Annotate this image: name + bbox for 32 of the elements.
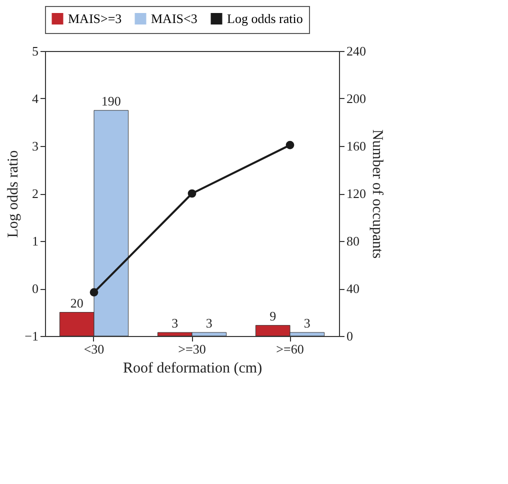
y-tick-label: 4 — [32, 91, 39, 106]
x-tick-label: >=30 — [178, 342, 206, 356]
point — [90, 288, 98, 296]
legend-label: MAIS<3 — [151, 10, 198, 26]
x-tick-label: >=60 — [276, 342, 304, 356]
y-tick-label: 5 — [32, 44, 38, 58]
y-tick-label: 1 — [32, 234, 38, 248]
y-tick-label: 3 — [32, 138, 38, 154]
point — [188, 189, 196, 198]
y-axis-title: Log odds ratio — [6, 150, 22, 238]
data-label: 3 — [172, 315, 178, 330]
y2-tick-label: 80 — [346, 234, 360, 248]
y2-tick-label: 40 — [346, 281, 360, 296]
point — [286, 140, 294, 150]
x-tick-label: <30 — [84, 342, 104, 356]
y2-tick-label: 0 — [346, 328, 353, 344]
y-tick-label: 2 — [32, 186, 38, 201]
y-tick-label: −1 — [24, 328, 38, 344]
y2-tick-label: 120 — [346, 186, 366, 201]
data-label: 20 — [70, 295, 84, 310]
x-axis-title: Roof deformation (cm) — [122, 360, 262, 376]
y2-axis-title: Number of occupants — [369, 129, 385, 259]
data-label: 3 — [304, 315, 310, 330]
y2-tick-label: 240 — [346, 44, 366, 58]
data-label: 190 — [101, 93, 121, 108]
data-label: 9 — [270, 308, 276, 324]
legend-label: MAIS>=3 — [68, 10, 122, 26]
y2-tick-label: 160 — [346, 138, 366, 154]
y2-tick-label: 200 — [346, 91, 366, 106]
data-label: 3 — [206, 315, 212, 330]
legend-label: Log odds ratio — [227, 10, 303, 26]
y-tick-label: 0 — [32, 281, 38, 296]
